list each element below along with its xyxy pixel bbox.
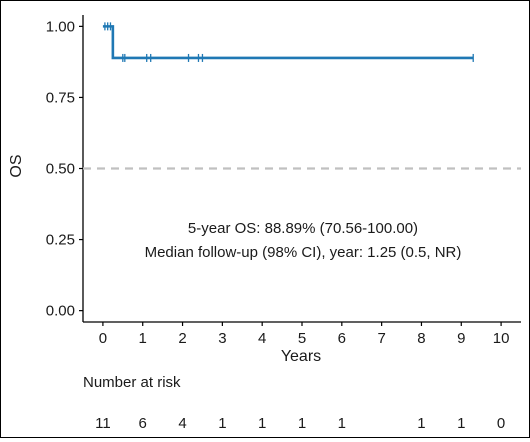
y-tick-label: 1.00: [46, 18, 75, 35]
x-tick-label: 8: [417, 330, 425, 347]
x-tick-label: 9: [457, 330, 465, 347]
risk-table-title: Number at risk: [83, 374, 181, 391]
risk-count: 1: [457, 415, 465, 432]
x-tick-label: 6: [338, 330, 346, 347]
risk-count: 1: [298, 415, 306, 432]
x-tick-label: 7: [377, 330, 385, 347]
y-tick-label: 0.50: [46, 161, 75, 178]
y-tick-label: 0.00: [46, 303, 75, 320]
survival-curve: [102, 25, 474, 60]
risk-count: 1: [417, 415, 425, 432]
risk-count: 11: [95, 415, 111, 432]
annotation-median-followup: Median follow-up (98% CI), year: 1.25 (0…: [145, 244, 462, 261]
x-tick-label: 4: [258, 330, 266, 347]
y-axis-title: OS: [8, 154, 25, 177]
x-tick-label: 3: [218, 330, 226, 347]
risk-count: 4: [178, 415, 186, 432]
annotation-5yr-os: 5-year OS: 88.89% (70.56-100.00): [188, 220, 418, 237]
risk-count: 1: [258, 415, 266, 432]
y-tick-label: 0.25: [46, 232, 75, 249]
risk-count: 1: [218, 415, 226, 432]
x-tick-label: 1: [139, 330, 147, 347]
risk-count: 6: [139, 415, 147, 432]
risk-count: 0: [497, 415, 505, 432]
x-tick-label: 2: [178, 330, 186, 347]
y-tick-label: 0.75: [46, 89, 75, 106]
x-tick-label: 0: [99, 330, 107, 347]
x-tick-label: 5: [298, 330, 306, 347]
x-tick-label: 10: [493, 330, 510, 347]
risk-count: 1: [338, 415, 346, 432]
x-axis-title: Years: [281, 348, 321, 365]
